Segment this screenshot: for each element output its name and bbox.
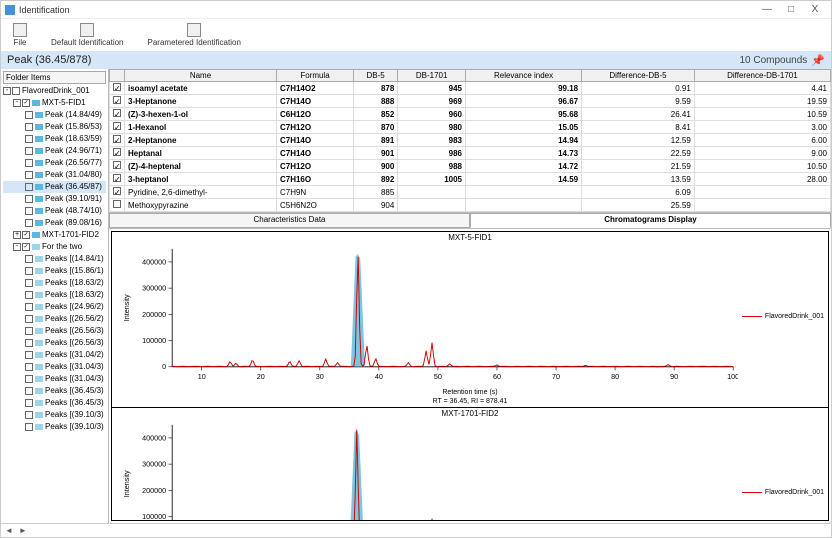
svg-text:10: 10: [198, 372, 206, 381]
svg-text:300000: 300000: [142, 284, 166, 293]
svg-text:400000: 400000: [142, 434, 166, 443]
svg-text:40: 40: [375, 372, 383, 381]
minimize-button[interactable]: —: [755, 4, 779, 15]
status-nav-back[interactable]: ◄: [5, 526, 13, 535]
compounds-table: NameFormulaDB-5DB-1701Relevance indexDif…: [109, 69, 831, 213]
file-label: File: [14, 38, 27, 47]
default-id-label: Default Identification: [51, 38, 124, 47]
svg-text:20: 20: [257, 372, 265, 381]
svg-text:200000: 200000: [142, 310, 166, 319]
svg-text:200000: 200000: [142, 486, 166, 495]
param-id-button[interactable]: Parametered Identification: [148, 23, 241, 47]
chart-1-title: MXT-5-FID1: [112, 232, 828, 243]
param-id-label: Parametered Identification: [148, 38, 241, 47]
default-id-icon: [80, 23, 94, 37]
chart-1-plot: 0 100000 200000 300000 400000 10 20 30 40 50 60 70 8…: [112, 243, 738, 389]
chart-2: MXT-1701-FID2 01000002000003000004000001…: [112, 408, 828, 521]
tab-strip: Characteristics Data Chromatograms Displ…: [109, 213, 831, 229]
pin-icon[interactable]: 📌: [811, 54, 825, 67]
chart-1-footer: RT = 36.45, RI = 878.41: [112, 396, 828, 407]
app-icon: [5, 5, 15, 15]
compound-count: 10 Compounds: [739, 55, 807, 66]
file-icon: [13, 23, 27, 37]
svg-text:300000: 300000: [142, 460, 166, 469]
peak-header-bar: Peak (36.45/878) 10 Compounds 📌: [1, 51, 831, 69]
maximize-button[interactable]: □: [779, 4, 803, 15]
svg-text:80: 80: [611, 372, 619, 381]
chart-2-plot: 0100000200000300000400000102030405060708…: [112, 419, 738, 521]
svg-text:100000: 100000: [142, 512, 166, 521]
folder-sidebar: Folder Items -FlavoredDrink_001-✓MXT-5-F…: [1, 69, 109, 523]
chart-1: MXT-5-FID1 0 100000 200000 300000 400000 10 20…: [112, 232, 828, 408]
svg-text:Intensity: Intensity: [122, 294, 131, 321]
titlebar: Identification — □ X: [1, 1, 831, 19]
chart-2-legend: FlavoredDrink_001: [738, 419, 828, 521]
chart-2-title: MXT-1701-FID2: [112, 408, 828, 419]
param-id-icon: [187, 23, 201, 37]
status-bar: ◄ ►: [1, 523, 831, 537]
svg-text:50: 50: [434, 372, 442, 381]
svg-text:60: 60: [493, 372, 501, 381]
status-nav-fwd[interactable]: ►: [19, 526, 27, 535]
content-area: NameFormulaDB-5DB-1701Relevance indexDif…: [109, 69, 831, 523]
default-id-button[interactable]: Default Identification: [51, 23, 124, 47]
peak-label: Peak (36.45/878): [7, 54, 91, 66]
toolbar: File Default Identification Parametered …: [1, 19, 831, 51]
window-title: Identification: [19, 5, 755, 15]
sidebar-header: Folder Items: [3, 71, 106, 84]
svg-text:30: 30: [316, 372, 324, 381]
chart-1-xlabel: Retention time (s): [112, 389, 828, 396]
compounds-grid[interactable]: NameFormulaDB-5DB-1701Relevance indexDif…: [109, 69, 831, 212]
svg-text:100: 100: [727, 372, 738, 381]
tab-chromatograms[interactable]: Chromatograms Display: [470, 213, 831, 228]
chart-1-legend: FlavoredDrink_001: [738, 243, 828, 389]
tab-characteristics[interactable]: Characteristics Data: [109, 213, 470, 228]
file-button[interactable]: File: [13, 23, 27, 47]
svg-text:90: 90: [670, 372, 678, 381]
svg-text:400000: 400000: [142, 257, 166, 266]
charts-panel: MXT-5-FID1 0 100000 200000 300000 400000 10 20…: [111, 231, 829, 521]
folder-tree[interactable]: -FlavoredDrink_001-✓MXT-5-FID1Peak (14.8…: [3, 85, 106, 433]
svg-text:100000: 100000: [142, 336, 166, 345]
svg-text:Intensity: Intensity: [122, 470, 131, 497]
close-button[interactable]: X: [803, 4, 827, 15]
svg-text:70: 70: [552, 372, 560, 381]
svg-text:0: 0: [162, 362, 166, 371]
